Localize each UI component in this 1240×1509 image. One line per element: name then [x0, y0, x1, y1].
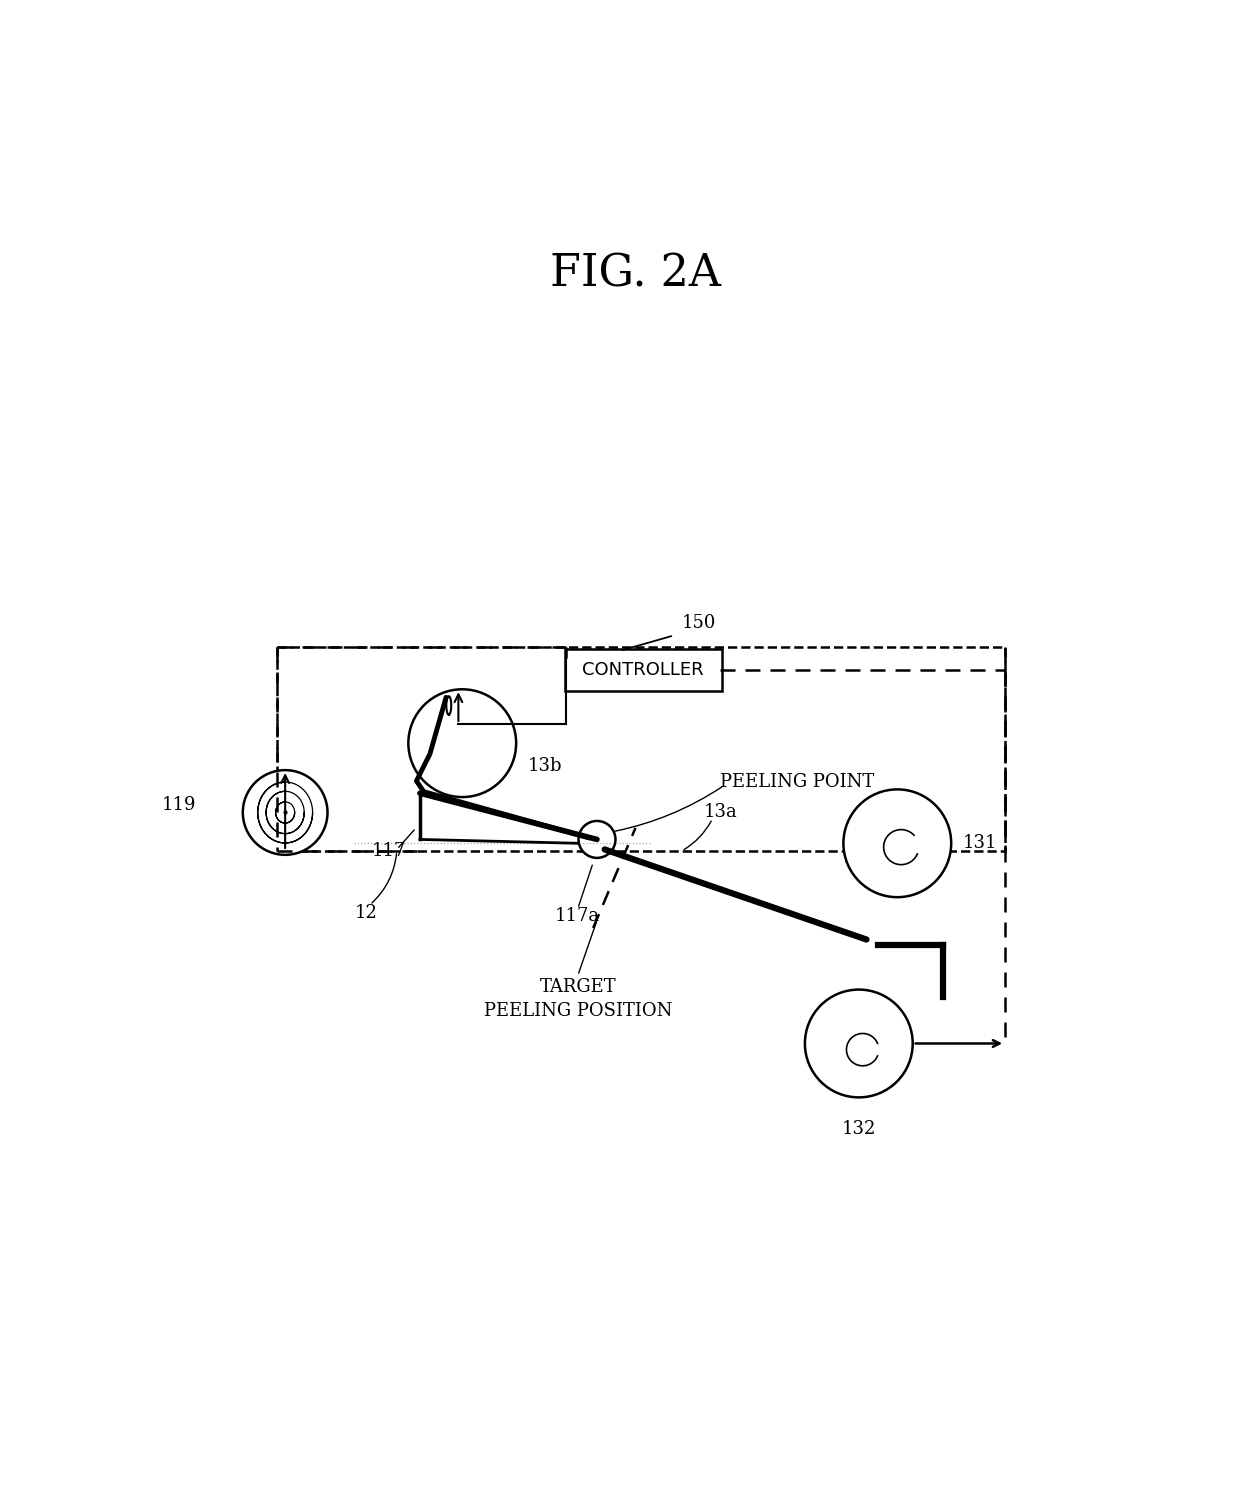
- Text: 117: 117: [372, 842, 407, 860]
- FancyBboxPatch shape: [564, 649, 722, 691]
- Circle shape: [843, 789, 951, 898]
- Text: 13a: 13a: [703, 803, 737, 821]
- Text: TARGET
PEELING POSITION: TARGET PEELING POSITION: [484, 978, 672, 1020]
- Text: CONTROLLER: CONTROLLER: [583, 661, 704, 679]
- Circle shape: [408, 690, 516, 797]
- Circle shape: [243, 770, 327, 854]
- Text: 12: 12: [355, 904, 377, 922]
- Bar: [278, 647, 1006, 851]
- Text: 13b: 13b: [528, 758, 562, 776]
- Text: 119: 119: [162, 795, 197, 813]
- Circle shape: [579, 821, 615, 859]
- Text: 150: 150: [682, 614, 715, 632]
- Text: FIG. 2A: FIG. 2A: [551, 252, 720, 296]
- Circle shape: [805, 990, 913, 1097]
- Text: 117a: 117a: [556, 907, 600, 925]
- Text: 131: 131: [962, 834, 997, 853]
- Text: 132: 132: [842, 1121, 875, 1138]
- Text: PEELING POINT: PEELING POINT: [720, 773, 874, 791]
